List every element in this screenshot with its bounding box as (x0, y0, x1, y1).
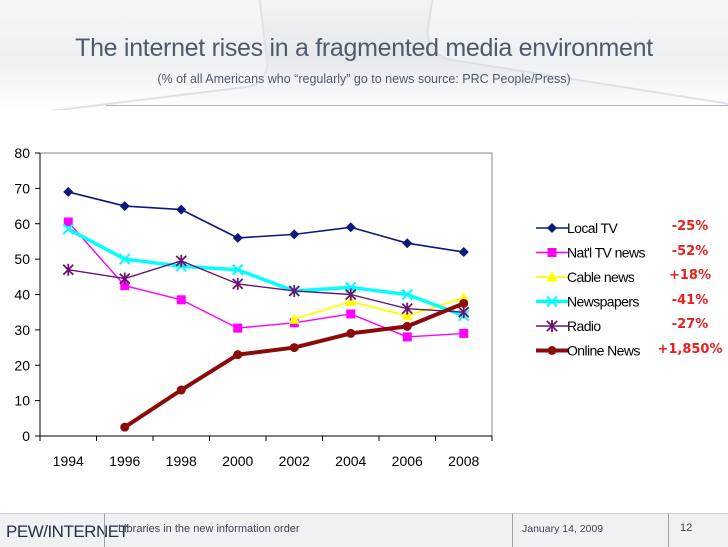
series-line-newspapers (67, 227, 465, 318)
data-point-local_tv (458, 247, 469, 258)
pew-internet-logo: PEW/INTERNET (6, 522, 129, 541)
change-label-online: +1,850% (657, 341, 723, 357)
x-tick-label: 1994 (53, 453, 84, 469)
data-point-radio (175, 254, 187, 267)
data-point-local_tv (402, 238, 413, 249)
slide-footer: PEW/INTERNET Libraries in the new inform… (0, 513, 728, 547)
footer-divider (668, 514, 669, 547)
data-point-online (289, 343, 299, 353)
data-point-newspapers (232, 264, 244, 276)
data-point-online (346, 328, 356, 338)
slide-title: The internet rises in a fragmented media… (75, 34, 653, 62)
y-tick-label: 50 (14, 251, 30, 267)
data-point-local_tv (289, 229, 300, 240)
y-tick-label: 60 (14, 216, 30, 232)
media-line-chart: 0 10 20 30 40 50 60 70 80 1994 1996 1998 2000 2002 200… (14, 145, 646, 469)
data-point-radio (119, 272, 131, 285)
data-point-natl_tv (233, 323, 243, 333)
y-tick-label: 30 (14, 322, 30, 338)
data-point-cable (345, 295, 357, 307)
legend-marker-cable (546, 271, 558, 282)
data-point-radio (458, 306, 470, 319)
data-point-natl_tv (120, 281, 130, 291)
change-label-newspapers: -41% (671, 292, 709, 308)
data-point-natl_tv (176, 295, 186, 305)
page-number: 12 (680, 522, 693, 534)
y-tick-label: 40 (14, 287, 30, 303)
legend-label-local_tv: Local TV (567, 220, 618, 236)
y-tick-label: 70 (14, 180, 30, 196)
x-tick-label: 2004 (335, 453, 366, 469)
data-point-radio (288, 284, 300, 297)
data-point-radio (232, 277, 244, 290)
footer-date: January 14, 2009 (522, 523, 604, 535)
legend-label-cable: Cable news (567, 269, 635, 285)
footer-divider (512, 514, 513, 547)
y-tick-label: 20 (14, 357, 30, 373)
legend-marker-online (547, 346, 557, 355)
plot-frame (39, 152, 493, 437)
data-point-natl_tv (63, 217, 73, 227)
data-point-cable (401, 309, 413, 321)
data-point-newspapers (119, 253, 131, 265)
legend-marker-newspapers (546, 295, 558, 308)
series-line-local_tv (68, 191, 464, 253)
x-tick-label: 2006 (392, 453, 423, 469)
x-tick-label: 1998 (166, 453, 197, 469)
change-label-local_tv: -25% (671, 219, 709, 234)
data-point-radio (62, 263, 74, 276)
data-point-radio (401, 302, 413, 315)
data-point-local_tv (176, 204, 187, 215)
data-point-cable (288, 313, 300, 324)
data-point-radio (345, 288, 357, 301)
series-line-natl_tv (67, 221, 464, 338)
data-point-local_tv (119, 201, 130, 212)
data-point-online (459, 298, 469, 308)
data-point-online (402, 321, 412, 331)
x-tick-label: 1996 (109, 453, 140, 469)
data-point-local_tv (63, 186, 74, 197)
legend-label-natl_tv: Nat'l TV news (567, 245, 645, 261)
x-tick-label: 2008 (448, 453, 479, 469)
legend-label-online: Online News (567, 343, 640, 359)
change-label-natl_tv: -52% (671, 243, 709, 259)
change-label-radio: -27% (671, 317, 709, 332)
data-point-online (120, 422, 130, 432)
y-tick-label: 10 (14, 393, 30, 409)
x-tick-label: 2002 (279, 453, 310, 469)
slide-header: The internet rises in a fragmented media… (0, 0, 728, 110)
legend-label-newspapers: Newspapers (567, 294, 639, 310)
y-tick-label: 80 (14, 145, 30, 161)
data-point-natl_tv (346, 309, 356, 319)
data-point-online (233, 350, 243, 360)
change-label-cable: +18% (668, 268, 711, 283)
data-point-natl_tv (459, 328, 469, 338)
slide-subtitle: (% of all Americans who “regularly” go t… (157, 72, 571, 86)
legend-marker-radio (546, 320, 558, 332)
footer-divider (104, 514, 105, 547)
footer-caption: Libraries in the new information order (118, 523, 300, 535)
data-point-local_tv (232, 232, 243, 243)
data-point-newspapers (62, 223, 74, 235)
legend-label-radio: Radio (567, 318, 601, 334)
series-line-radio (68, 260, 464, 313)
x-tick-label: 2000 (222, 453, 253, 469)
data-point-online (176, 385, 186, 395)
y-tick-label: 0 (22, 428, 30, 444)
data-point-local_tv (345, 222, 356, 233)
data-point-newspapers (401, 288, 413, 301)
legend-marker-local_tv (547, 223, 557, 233)
legend-marker-natl_tv (547, 248, 557, 257)
title-divider (106, 105, 728, 106)
data-point-natl_tv (402, 332, 412, 342)
